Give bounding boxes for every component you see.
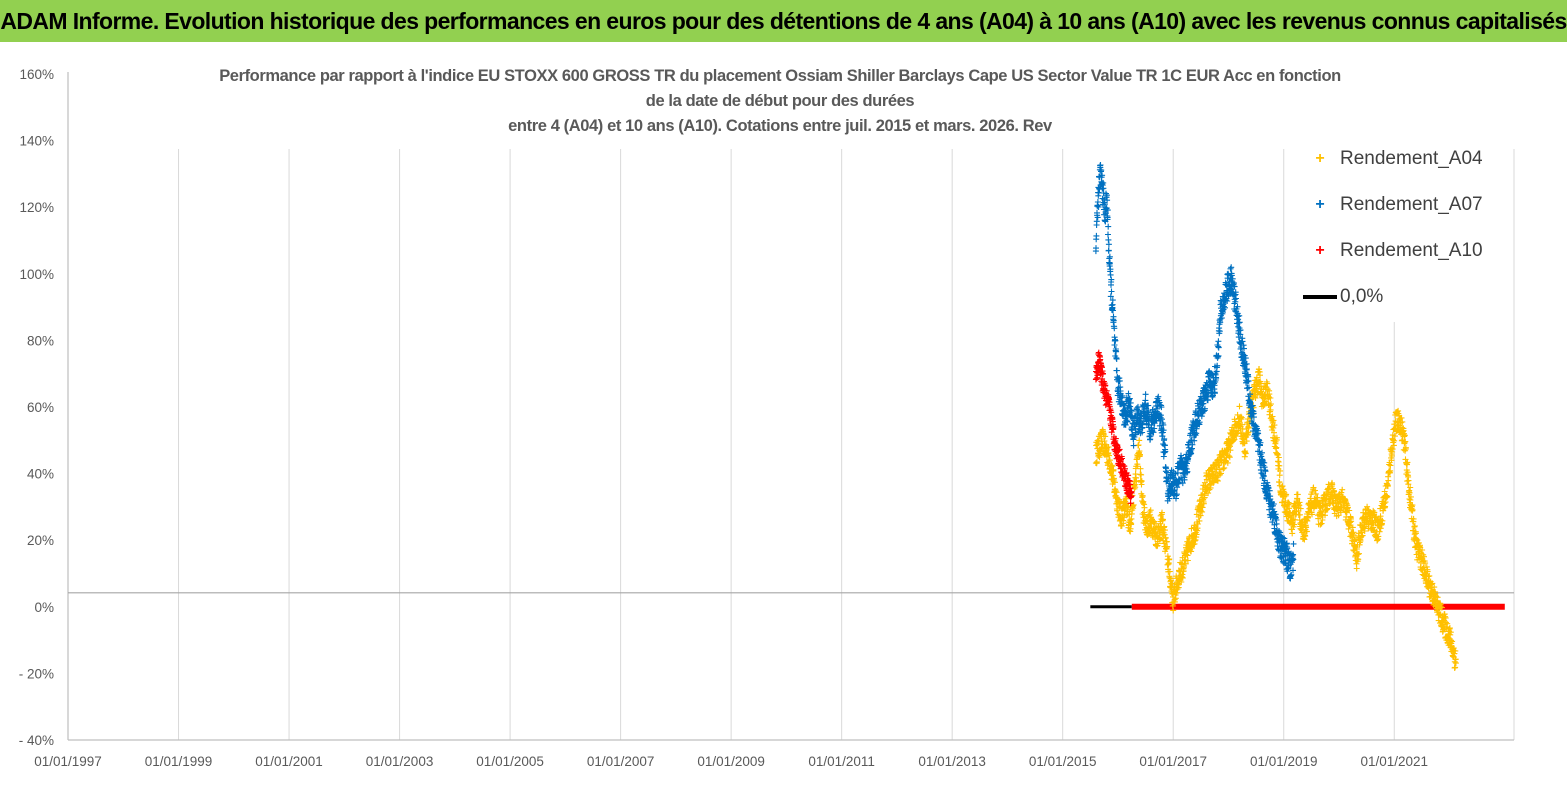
performance-scatter-chart: - 40% - 20% 0% 20% 40% 60% 80% 100% 120% 140% 160%… — [19, 67, 1515, 769]
legend-line-marker-zero — [1300, 295, 1340, 299]
x-tick-label: 01/01/2009 — [697, 754, 765, 769]
y-tick-label: 20% — [27, 533, 54, 548]
legend-label-a07: Rendement_A07 — [1340, 194, 1483, 215]
y-tick-label: 120% — [19, 200, 54, 215]
chart-title-line-1: Performance par rapport à l'indice EU ST… — [219, 67, 1341, 85]
x-tick-label: 01/01/2019 — [1250, 754, 1318, 769]
chart-area: - 40% - 20% 0% 20% 40% 60% 80% 100% 120% 140% 160%… — [0, 42, 1567, 790]
x-tick-label: 01/01/2007 — [587, 754, 655, 769]
chart-title: Performance par rapport à l'indice EU ST… — [140, 64, 1420, 139]
series-points — [1090, 162, 1505, 671]
x-tick-label: 01/01/1997 — [34, 754, 102, 769]
x-tick-label: 01/01/2013 — [918, 754, 986, 769]
x-gridlines — [67, 149, 1515, 740]
x-tick-label: 01/01/2011 — [808, 754, 875, 769]
legend-item-zero: 0,0% — [1300, 282, 1383, 312]
y-tick-label: 40% — [27, 467, 54, 482]
y-tick-label: - 20% — [19, 666, 54, 681]
report-banner-title: ADAM Informe. Evolution historique des p… — [0, 0, 1567, 42]
x-tick-labels: 01/01/1997 01/01/1999 01/01/2001 01/01/2003… — [34, 754, 1428, 769]
chart-title-line-3: entre 4 (A04) et 10 ans (A10). Cotations… — [508, 117, 1052, 135]
chart-title-line-2: de la date de début pour des durées — [645, 92, 915, 110]
a07-points — [1092, 162, 1297, 582]
legend-label-a04: Rendement_A04 — [1340, 148, 1483, 169]
x-tick-label: 01/01/2017 — [1139, 754, 1207, 769]
x-tick-label: 01/01/2005 — [476, 754, 544, 769]
y-tick-label: - 40% — [19, 733, 54, 748]
legend-plus-marker-a10: + — [1315, 242, 1325, 259]
x-tick-label: 01/01/2001 — [255, 754, 323, 769]
a10-points — [1092, 349, 1135, 507]
y-tick-label: 0% — [34, 600, 54, 615]
legend-item-a07: + Rendement_A07 — [1300, 190, 1483, 220]
legend-label-a10: Rendement_A10 — [1340, 240, 1483, 261]
x-tick-label: 01/01/2003 — [366, 754, 434, 769]
y-tick-label: 100% — [19, 267, 54, 282]
y-tick-label: 60% — [27, 400, 54, 415]
axes — [67, 72, 1514, 741]
legend-item-a04: + Rendement_A04 — [1300, 144, 1483, 174]
y-tick-label: 160% — [19, 67, 54, 82]
y-tick-labels: - 40% - 20% 0% 20% 40% 60% 80% 100% 120% 140% 160% — [19, 67, 54, 748]
x-tick-label: 01/01/2021 — [1360, 754, 1428, 769]
legend-plus-marker-a04: + — [1315, 150, 1325, 167]
legend-label-zero: 0,0% — [1340, 286, 1384, 307]
x-tick-label: 01/01/1999 — [145, 754, 213, 769]
y-tick-label: 80% — [27, 333, 54, 348]
y-tick-label: 140% — [19, 134, 54, 149]
a04-points — [1092, 366, 1459, 671]
legend-item-a10: + Rendement_A10 — [1300, 236, 1483, 266]
chart-legend: + Rendement_A04 + Rendement_A07 + Rendem… — [1300, 142, 1510, 322]
x-tick-label: 01/01/2015 — [1029, 754, 1097, 769]
legend-plus-marker-a07: + — [1315, 196, 1325, 213]
